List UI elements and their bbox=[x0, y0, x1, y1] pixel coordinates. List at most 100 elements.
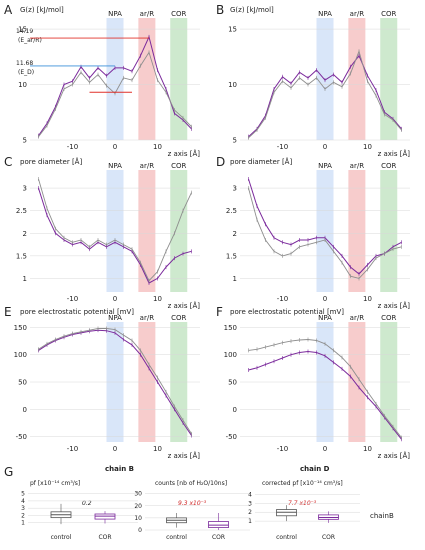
g-title-3: corrected pf [x10⁻¹⁴ cm³/s] bbox=[262, 480, 343, 487]
region-label: COR bbox=[171, 314, 186, 322]
region-label: COR bbox=[381, 314, 396, 322]
xtick-label: 0 bbox=[113, 143, 117, 151]
region-label: NPA bbox=[318, 10, 332, 18]
xtick-label: -10 bbox=[67, 295, 78, 303]
xtick-label: 0 bbox=[323, 143, 327, 151]
xaxis-label: z axis [Å] bbox=[168, 451, 201, 460]
ytick-label: 2.5 bbox=[226, 207, 237, 215]
ytick-label: -50 bbox=[16, 433, 27, 441]
ytick-label: 2 bbox=[233, 230, 237, 238]
ytick-label: 20 bbox=[134, 503, 142, 510]
xtick-label: 10 bbox=[363, 143, 372, 151]
xaxis-label: z axis [Å] bbox=[168, 149, 201, 158]
panel-letter-c: C bbox=[4, 155, 12, 169]
panel-letter-f: F bbox=[216, 305, 223, 319]
region-label: NPA bbox=[108, 314, 122, 322]
ytick-label: 3 bbox=[21, 505, 25, 512]
panel-letter-e: E bbox=[4, 305, 12, 319]
ylabel-a: G(z) [kJ/mol] bbox=[20, 6, 64, 14]
ytick-label: 0 bbox=[23, 406, 27, 414]
region-label: NPA bbox=[318, 314, 332, 322]
xaxis-label: z axis [Å] bbox=[168, 301, 201, 310]
ytick-label: 10 bbox=[134, 515, 142, 522]
ytick-label: 15 bbox=[228, 26, 237, 34]
xtick-label: -10 bbox=[277, 143, 288, 151]
group-label: COR bbox=[98, 534, 111, 541]
group-label: COR bbox=[322, 534, 335, 541]
region-label: COR bbox=[171, 162, 186, 170]
ytick-label: 5 bbox=[21, 491, 25, 498]
ann-value-1: 14.19 bbox=[16, 28, 33, 35]
arr-band bbox=[348, 170, 366, 292]
xtick-label: 10 bbox=[363, 295, 372, 303]
xtick-label: 0 bbox=[113, 295, 117, 303]
xtick-label: 0 bbox=[113, 445, 117, 453]
ytick-label: 1.5 bbox=[226, 252, 237, 260]
arr-band bbox=[138, 18, 156, 140]
xaxis-label: z axis [Å] bbox=[378, 451, 411, 460]
plot-a: NPA ar/R COR 5 10 15 -10 0 10 z axis [Å] bbox=[18, 10, 200, 158]
arr-band bbox=[348, 18, 366, 140]
ytick-label: -50 bbox=[226, 433, 237, 441]
ytick-label: 1 bbox=[248, 518, 252, 525]
ytick-label: 150 bbox=[14, 324, 27, 332]
npa-band bbox=[316, 170, 334, 292]
region-label: ar/R bbox=[140, 162, 155, 170]
boxplot-g2: 0 10 20 30 control COR bbox=[134, 491, 250, 541]
region-label: NPA bbox=[108, 162, 122, 170]
region-label: ar/R bbox=[350, 10, 365, 18]
xtick-label: 0 bbox=[323, 445, 327, 453]
ylabel-d: pore diameter [Å] bbox=[230, 157, 292, 166]
xaxis-label: z axis [Å] bbox=[378, 149, 411, 158]
ylabel-f: pore electrostatic potential [mV] bbox=[230, 308, 344, 316]
ann-label-1: (E_ar/R) bbox=[18, 37, 42, 44]
ytick-label: 1 bbox=[21, 520, 25, 527]
ann-label-2: (E_D) bbox=[18, 69, 34, 76]
g-title-1: pf [x10⁻¹⁴ cm³/s] bbox=[30, 480, 80, 487]
ytick-label: 5 bbox=[233, 137, 237, 145]
ytick-label: 15 bbox=[18, 26, 27, 34]
xtick-label: -10 bbox=[277, 295, 288, 303]
ytick-label: 3 bbox=[248, 500, 252, 507]
xaxis-label: z axis [Å] bbox=[378, 301, 411, 310]
ytick-label: 30 bbox=[134, 491, 142, 498]
npa-band bbox=[106, 18, 124, 140]
ytick-label: 100 bbox=[14, 351, 27, 359]
ytick-label: 3 bbox=[233, 185, 237, 193]
ytick-label: 1 bbox=[233, 275, 237, 283]
xtick-label: 0 bbox=[323, 295, 327, 303]
xtick-label: 10 bbox=[363, 445, 372, 453]
chain-label-d: chain D bbox=[300, 465, 330, 473]
ylabel-c: pore diameter [Å] bbox=[20, 157, 82, 166]
ytick-label: 50 bbox=[228, 379, 237, 387]
ytick-label: 1 bbox=[23, 275, 27, 283]
region-label: COR bbox=[381, 162, 396, 170]
ann-value-2: 11.68 bbox=[16, 60, 33, 67]
region-label: NPA bbox=[318, 162, 332, 170]
g-pvalue-2: 9.3 x10⁻³ bbox=[178, 500, 207, 507]
panel-letter-a: A bbox=[4, 3, 13, 17]
ytick-label: 0 bbox=[233, 406, 237, 414]
panel-letter-b: B bbox=[216, 3, 224, 17]
boxplot-g3: 1 2 3 4 control COR bbox=[248, 491, 360, 541]
npa-band bbox=[106, 170, 124, 292]
panel-letter-g: G bbox=[4, 465, 13, 479]
cor-band bbox=[380, 18, 398, 140]
g-pvalue-1: 0.2 bbox=[82, 500, 92, 507]
group-label: control bbox=[166, 534, 187, 541]
ytick-label: 4 bbox=[21, 498, 25, 505]
region-label: ar/R bbox=[140, 314, 155, 322]
ytick-label: 1.5 bbox=[16, 252, 27, 260]
xtick-label: 10 bbox=[153, 445, 162, 453]
region-label: ar/R bbox=[350, 314, 365, 322]
g-chain-label: chainB bbox=[370, 512, 394, 520]
ylabel-b: G(z) [kJ/mol] bbox=[230, 6, 274, 14]
group-label: control bbox=[276, 534, 297, 541]
ytick-label: 3 bbox=[23, 185, 27, 193]
arr-band bbox=[138, 170, 156, 292]
ytick-label: 2 bbox=[21, 512, 25, 519]
group-label: COR bbox=[212, 534, 225, 541]
xtick-label: 10 bbox=[153, 143, 162, 151]
cor-band bbox=[170, 170, 188, 292]
